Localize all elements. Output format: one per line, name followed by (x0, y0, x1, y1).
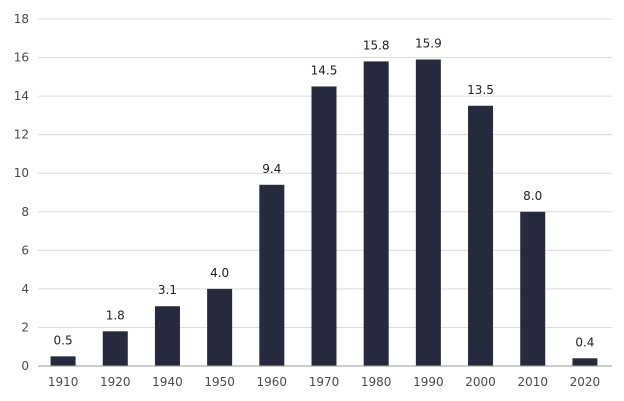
bar (259, 184, 285, 366)
bar (311, 86, 337, 366)
x-tick-label: 2010 (517, 375, 548, 389)
data-label: 15.8 (363, 38, 390, 52)
y-tick-label: 8 (21, 205, 29, 219)
y-axis-ticks: 0 2 4 6 8 10 12 14 16 18 (14, 12, 29, 373)
x-tick-label: 1950 (204, 375, 235, 389)
data-label: 4.0 (210, 266, 229, 280)
y-tick-label: 16 (14, 51, 29, 65)
x-tick-label: 1920 (100, 375, 131, 389)
data-label: 13.5 (467, 83, 494, 97)
x-tick-label: 1990 (413, 375, 444, 389)
y-tick-label: 4 (21, 282, 29, 296)
y-tick-label: 0 (21, 359, 29, 373)
bar (207, 288, 233, 366)
data-label: 3.1 (158, 283, 177, 297)
bar (363, 61, 389, 367)
bar (468, 105, 494, 366)
data-labels: 0.5 1.8 3.1 4.0 9.4 14.5 15.8 15.9 13.5 8.0 0.4 (54, 36, 595, 349)
y-tick-label: 2 (21, 320, 29, 334)
y-tick-label: 6 (21, 243, 29, 257)
x-tick-label: 2020 (570, 375, 601, 389)
bar (154, 306, 180, 366)
bar (415, 59, 441, 366)
bar (572, 358, 598, 366)
x-tick-label: 1970 (309, 375, 340, 389)
data-label: 0.4 (575, 335, 594, 349)
y-tick-label: 14 (14, 89, 29, 103)
data-label: 8.0 (523, 189, 542, 203)
x-tick-label: 1940 (152, 375, 183, 389)
bar (520, 211, 546, 366)
x-tick-label: 1910 (48, 375, 79, 389)
x-tick-label: 1980 (361, 375, 392, 389)
y-tick-label: 18 (14, 12, 29, 26)
x-axis-ticks: 1910 1920 1940 1950 1960 1970 1980 1990 2000 2010… (48, 375, 600, 389)
bar (50, 356, 76, 366)
y-tick-label: 12 (14, 128, 29, 142)
bars (50, 59, 598, 367)
bar (102, 331, 128, 366)
x-tick-label: 1960 (257, 375, 288, 389)
y-tick-label: 10 (14, 166, 29, 180)
data-label: 1.8 (106, 308, 125, 322)
data-label: 9.4 (262, 162, 281, 176)
data-label: 0.5 (54, 333, 73, 347)
data-label: 14.5 (311, 63, 338, 77)
x-tick-label: 2000 (465, 375, 496, 389)
data-label: 15.9 (415, 36, 442, 50)
